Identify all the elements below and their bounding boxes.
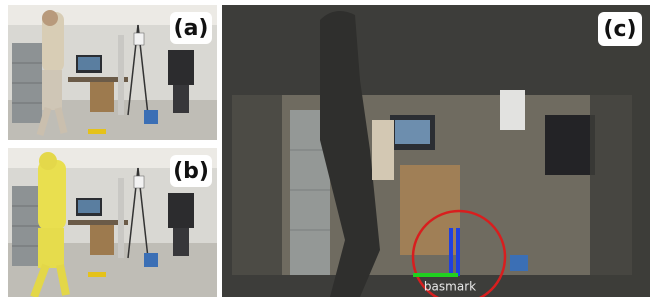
panel-a: (a) bbox=[8, 5, 217, 140]
panel-label: (a) bbox=[174, 16, 209, 41]
panel-b: (b) bbox=[8, 148, 217, 297]
annotation: basmark bbox=[424, 280, 476, 294]
figure: (a) (b) basmark (c) bbox=[0, 0, 657, 301]
panel-c: basmark (c) bbox=[222, 5, 650, 301]
panel-label: (c) bbox=[603, 17, 636, 42]
panel-label: (b) bbox=[173, 159, 209, 184]
